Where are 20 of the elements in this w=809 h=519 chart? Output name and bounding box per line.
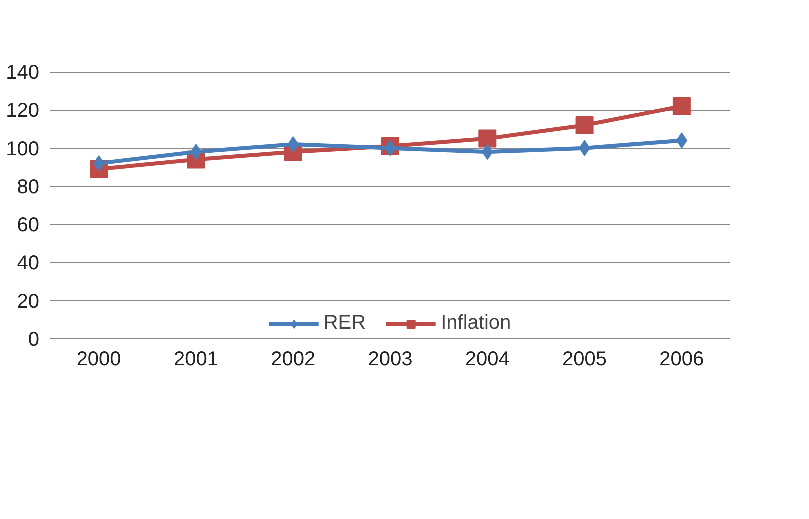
x-tick-label: 2002 [271,348,316,370]
y-tick-label: 140 [6,62,40,84]
x-tick-label: 2005 [562,348,608,370]
point [672,97,691,116]
y-tick-label: 100 [6,138,40,160]
y-tick-label: 80 [17,176,40,198]
x-tick-label: 2006 [660,348,704,370]
y-tick-label: 60 [17,214,40,237]
legend-label: Inflation [441,312,512,335]
y-tick-label: 40 [17,252,40,275]
y-tick-label: 120 [6,100,40,122]
point [478,130,497,148]
legend-label: RER [324,312,366,335]
point [576,116,594,134]
y-tick-label: 0 [28,328,40,351]
y-tick-label: 20 [17,290,40,313]
x-tick-label: 2004 [465,348,510,370]
x-tick-label: 2003 [368,348,413,370]
x-tick-label: 2000 [76,348,122,370]
x-tick-label: 2001 [174,348,218,370]
